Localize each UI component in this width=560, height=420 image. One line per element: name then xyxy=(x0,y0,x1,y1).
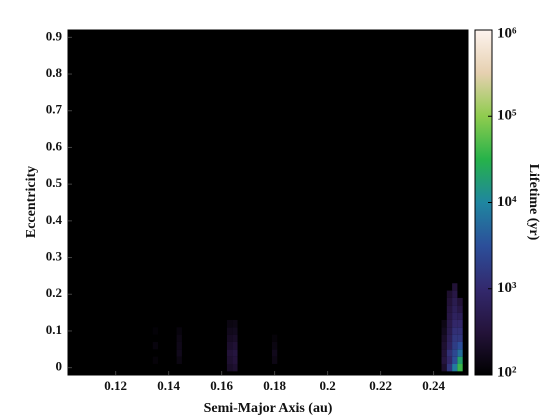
y-tick-label: 0.9 xyxy=(46,28,63,43)
heatmap-cell xyxy=(226,363,233,372)
heatmap-cell xyxy=(226,319,233,328)
colorbar-label: Lifetime (yr) xyxy=(526,164,541,241)
heatmap-cell xyxy=(441,319,447,328)
heatmap-cell xyxy=(452,305,458,313)
heatmap-cell xyxy=(226,334,233,342)
heatmap-cells xyxy=(152,283,463,372)
heatmap-cell xyxy=(176,349,182,357)
heatmap-cell xyxy=(446,305,453,313)
y-tick-label: 0.2 xyxy=(46,285,62,300)
heatmap-cell xyxy=(232,349,238,357)
heatmap-cell xyxy=(441,356,447,364)
heatmap-cell xyxy=(452,356,458,364)
heatmap-cell xyxy=(446,297,453,306)
heatmap-cell xyxy=(452,349,458,357)
heatmap-cell xyxy=(452,327,458,335)
heatmap-cell xyxy=(452,290,458,298)
heatmap-cell xyxy=(457,327,463,335)
heatmap-cell xyxy=(457,341,463,350)
heatmap-cell xyxy=(441,341,447,350)
y-tick-label: 0 xyxy=(56,359,63,374)
heatmap-cell xyxy=(271,349,278,357)
heatmap-cell xyxy=(457,334,463,342)
plot-frame xyxy=(67,29,469,376)
y-tick-label: 0.5 xyxy=(46,175,63,190)
heatmap-cell xyxy=(452,334,458,342)
heatmap-cell xyxy=(441,327,447,335)
heatmap-cell xyxy=(441,334,447,342)
heatmap-cell xyxy=(452,319,458,328)
y-tick-label: 0.1 xyxy=(46,322,62,337)
heatmap-cell xyxy=(232,356,238,364)
heatmap-cell xyxy=(457,297,463,306)
heatmap-cell xyxy=(271,334,278,342)
heatmap-cell xyxy=(271,356,278,364)
x-tick-label: 0.24 xyxy=(422,378,445,393)
colorbar-tick-label: 10⁵ xyxy=(497,108,517,124)
heatmap-cell xyxy=(446,349,453,357)
heatmap-cell xyxy=(446,319,453,328)
y-tick-label: 0.8 xyxy=(46,65,63,80)
colorbar-tick-label: 10⁶ xyxy=(497,25,517,41)
heatmap-cell xyxy=(152,341,159,350)
x-tick-label: 0.22 xyxy=(369,378,392,393)
colorbar-tick-label: 10³ xyxy=(497,280,517,296)
heatmap-cell xyxy=(441,363,447,372)
heatmap-cell xyxy=(176,334,182,342)
x-tick-label: 0.12 xyxy=(104,378,127,393)
x-tick-label: 0.18 xyxy=(263,378,286,393)
heatmap-cell xyxy=(232,341,238,350)
heatmap-cell xyxy=(226,356,233,364)
x-tick-label: 0.14 xyxy=(157,378,180,393)
y-tick-label: 0.4 xyxy=(46,212,63,227)
heatmap-cell xyxy=(457,319,463,328)
heatmap-cell xyxy=(452,297,458,306)
heatmap-cell xyxy=(176,356,182,364)
heatmap-cell xyxy=(457,312,463,320)
y-tick-label: 0.3 xyxy=(46,249,63,264)
heatmap-cell xyxy=(446,341,453,350)
heatmap-cell xyxy=(152,327,159,335)
plot-background xyxy=(68,30,468,375)
x-tick-label: 0.2 xyxy=(319,378,335,393)
heatmap-cell xyxy=(232,334,238,342)
heatmap-cell xyxy=(152,356,159,364)
heatmap-cell xyxy=(452,363,458,372)
colorbar-tick-label: 10² xyxy=(497,364,517,380)
y-tick-label: 0.7 xyxy=(46,102,63,117)
heatmap-cell xyxy=(457,305,463,313)
heatmap-cell xyxy=(441,349,447,357)
heatmap-cell xyxy=(452,341,458,350)
heatmap-cell xyxy=(271,341,278,350)
heatmap-cell xyxy=(457,356,463,364)
heatmap-cell xyxy=(446,327,453,335)
heatmap-cell xyxy=(232,327,238,335)
y-tick-label: 0.6 xyxy=(46,138,63,153)
y-axis-label: Eccentricity xyxy=(24,166,39,238)
heatmap-cell xyxy=(232,319,238,328)
colorbar-tick-label: 10⁴ xyxy=(497,194,517,210)
heatmap-cell xyxy=(457,363,463,372)
heatmap-cell xyxy=(446,356,453,364)
heatmap-cell xyxy=(176,341,182,350)
x-axis-label: Semi-Major Axis (au) xyxy=(204,401,333,416)
heatmap-cell xyxy=(226,349,233,357)
heatmap-cell xyxy=(226,327,233,335)
heatmap-cell xyxy=(176,327,182,335)
heatmap-cell xyxy=(446,290,453,298)
heatmap-cell xyxy=(446,312,453,320)
heatmap-cell xyxy=(232,363,238,372)
x-tick-label: 0.16 xyxy=(210,378,233,393)
heatmap-cell xyxy=(457,349,463,357)
heatmap-cell xyxy=(446,363,453,372)
heatmap-cell xyxy=(446,334,453,342)
heatmap-cell xyxy=(226,341,233,350)
heatmap-cell xyxy=(452,283,458,291)
heatmap-cell xyxy=(452,312,458,320)
